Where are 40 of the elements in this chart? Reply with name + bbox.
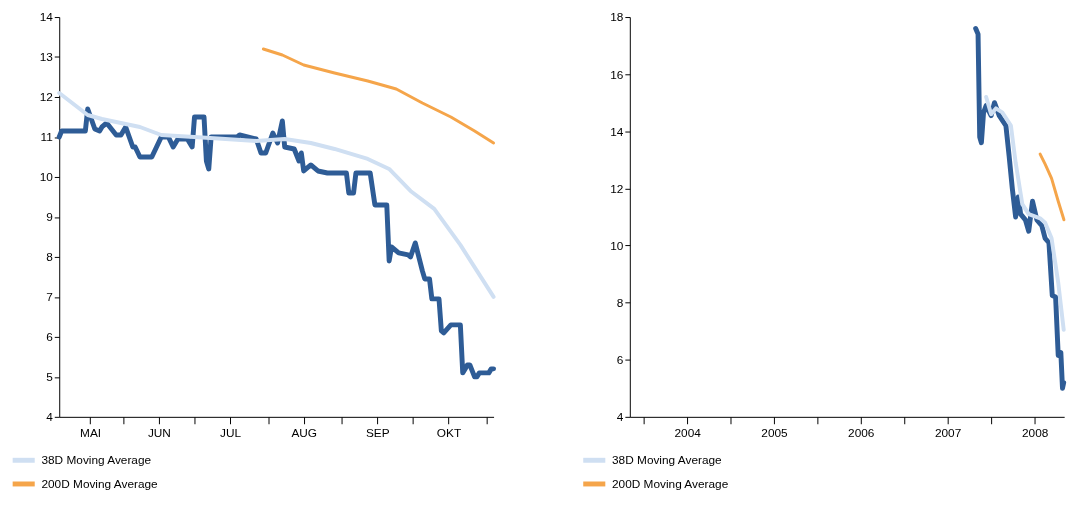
y-tick-label: 7 — [46, 290, 53, 305]
x-tick-label: 2004 — [674, 426, 702, 441]
x-tick-label: OKT — [436, 426, 462, 441]
y-tick-label: 4 — [46, 410, 54, 425]
x-tick-label: 2005 — [761, 426, 789, 441]
y-tick-label: 9 — [46, 210, 54, 225]
x-tick-label: SEP — [365, 426, 390, 441]
y-tick-label: 10 — [39, 170, 54, 185]
y-tick-label: 11 — [40, 130, 53, 145]
x-tick-label: AUG — [291, 426, 318, 441]
y-tick-label: 16 — [610, 67, 624, 82]
y-tick-label: 8 — [616, 296, 624, 311]
y-tick-label: 5 — [46, 370, 54, 385]
y-tick-label: 13 — [39, 50, 54, 65]
x-tick-label: JUN — [147, 426, 171, 441]
y-tick-label: 6 — [616, 353, 624, 368]
line-series — [973, 25, 1067, 391]
line-series — [984, 95, 1066, 332]
legend-label: 200D Moving Average — [612, 476, 729, 491]
legend-label: 38D Moving Average — [41, 453, 152, 468]
y-tick-label: 14 — [39, 10, 54, 25]
line-series — [56, 106, 497, 380]
line-series — [261, 47, 496, 145]
y-tick-label: 8 — [46, 250, 54, 265]
y-tick-label: 4 — [616, 410, 624, 425]
x-tick-label: 2006 — [848, 426, 875, 441]
x-tick-label: JUL — [220, 426, 242, 441]
legend-label: 38D Moving Average — [612, 453, 723, 468]
y-tick-label: 12 — [610, 181, 624, 196]
y-tick-label: 18 — [610, 10, 624, 25]
x-tick-label: MAI — [80, 426, 102, 441]
y-tick-label: 10 — [610, 238, 624, 253]
y-tick-label: 6 — [46, 330, 54, 345]
line-series — [57, 91, 496, 299]
legend-label: 200D Moving Average — [41, 476, 159, 491]
x-tick-label: 2007 — [934, 426, 962, 441]
y-tick-label: 12 — [39, 90, 53, 105]
line-series — [1038, 152, 1066, 222]
x-tick-label: 2008 — [1022, 426, 1049, 441]
y-tick-label: 14 — [610, 124, 624, 139]
